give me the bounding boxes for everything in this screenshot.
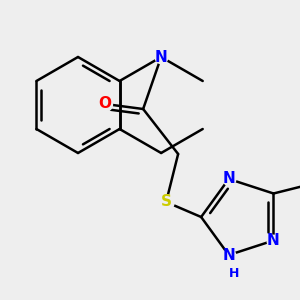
Text: O: O xyxy=(99,97,112,112)
Text: N: N xyxy=(222,172,235,187)
Text: N: N xyxy=(222,248,235,262)
Text: N: N xyxy=(155,50,167,64)
Text: H: H xyxy=(229,266,239,280)
Text: S: S xyxy=(160,194,172,209)
Text: N: N xyxy=(267,233,280,248)
